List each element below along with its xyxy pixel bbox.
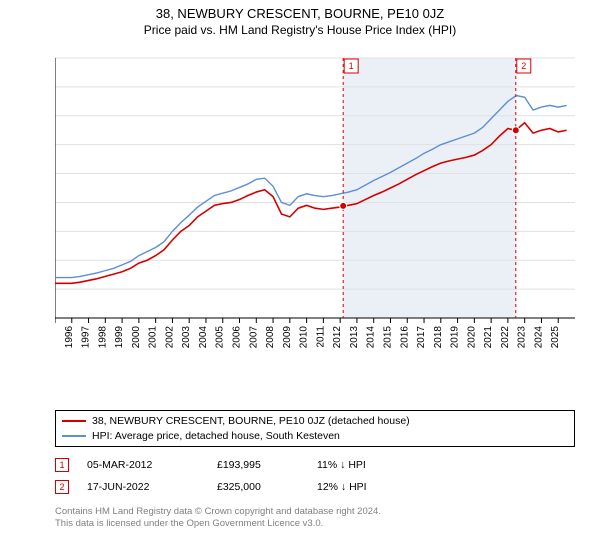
legend-label: 38, NEWBURY CRESCENT, BOURNE, PE10 0JZ (… <box>92 414 410 429</box>
svg-text:2008: 2008 <box>265 326 276 349</box>
svg-text:2021: 2021 <box>483 326 494 349</box>
chart-container: 38, NEWBURY CRESCENT, BOURNE, PE10 0JZ P… <box>0 0 600 560</box>
svg-text:2015: 2015 <box>382 326 393 349</box>
legend: 38, NEWBURY CRESCENT, BOURNE, PE10 0JZ (… <box>55 410 575 447</box>
sale-price: £193,995 <box>217 459 317 471</box>
svg-text:2013: 2013 <box>349 326 360 349</box>
price-chart: £0£50K£100K£150K£200K£250K£300K£350K£400… <box>55 48 575 368</box>
svg-text:2011: 2011 <box>315 326 326 348</box>
sale-delta: 12% ↓ HPI <box>317 481 417 493</box>
svg-text:1997: 1997 <box>81 326 92 349</box>
svg-text:2000: 2000 <box>131 326 142 349</box>
svg-text:1996: 1996 <box>64 326 75 349</box>
footer: Contains HM Land Registry data © Crown c… <box>55 506 575 531</box>
svg-text:2017: 2017 <box>416 326 427 349</box>
legend-label: HPI: Average price, detached house, Sout… <box>92 429 340 444</box>
svg-text:2024: 2024 <box>533 326 544 349</box>
svg-text:2025: 2025 <box>550 326 561 349</box>
svg-text:2: 2 <box>521 61 526 71</box>
svg-text:2014: 2014 <box>366 326 377 349</box>
sales-table: 1 05-MAR-2012£193,99511% ↓ HPI 2 17-JUN-202… <box>55 454 575 498</box>
svg-text:2009: 2009 <box>282 326 293 349</box>
title-block: 38, NEWBURY CRESCENT, BOURNE, PE10 0JZ P… <box>0 0 600 37</box>
footer-line-2: This data is licensed under the Open Gov… <box>55 518 575 530</box>
svg-text:2004: 2004 <box>198 326 209 349</box>
svg-text:2012: 2012 <box>332 326 343 349</box>
svg-text:2022: 2022 <box>500 326 511 349</box>
svg-text:2005: 2005 <box>215 326 226 349</box>
svg-text:2016: 2016 <box>399 326 410 349</box>
legend-row: HPI: Average price, detached house, Sout… <box>62 429 568 444</box>
sales-row: 1 05-MAR-2012£193,99511% ↓ HPI <box>55 454 575 476</box>
sale-delta: 11% ↓ HPI <box>317 459 417 471</box>
legend-swatch <box>62 420 86 422</box>
svg-text:2003: 2003 <box>181 326 192 349</box>
svg-text:1999: 1999 <box>114 326 125 349</box>
svg-text:2018: 2018 <box>433 326 444 349</box>
sale-marker-box: 1 <box>55 458 69 472</box>
chart-title: 38, NEWBURY CRESCENT, BOURNE, PE10 0JZ <box>0 6 600 21</box>
legend-swatch <box>62 435 86 437</box>
legend-row: 38, NEWBURY CRESCENT, BOURNE, PE10 0JZ (… <box>62 414 568 429</box>
svg-text:2019: 2019 <box>450 326 461 349</box>
footer-line-1: Contains HM Land Registry data © Crown c… <box>55 506 575 518</box>
svg-text:2020: 2020 <box>466 326 477 349</box>
sales-row: 2 17-JUN-2022£325,00012% ↓ HPI <box>55 476 575 498</box>
sale-price: £325,000 <box>217 481 317 493</box>
sale-date: 05-MAR-2012 <box>87 459 217 471</box>
svg-text:2010: 2010 <box>299 326 310 349</box>
svg-text:2006: 2006 <box>232 326 243 349</box>
svg-text:2001: 2001 <box>148 326 159 349</box>
sale-marker-box: 2 <box>55 480 69 494</box>
svg-text:2002: 2002 <box>164 326 175 349</box>
svg-text:2023: 2023 <box>517 326 528 349</box>
svg-text:1: 1 <box>349 61 354 71</box>
sale-date: 17-JUN-2022 <box>87 481 217 493</box>
svg-text:1995: 1995 <box>55 326 58 349</box>
svg-text:2007: 2007 <box>248 326 259 349</box>
svg-text:1998: 1998 <box>97 326 108 349</box>
chart-subtitle: Price paid vs. HM Land Registry's House … <box>0 23 600 37</box>
